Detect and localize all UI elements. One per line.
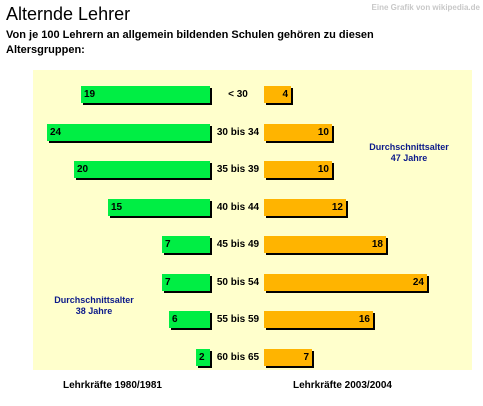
bar-2003 bbox=[264, 86, 291, 103]
value-label-2003: 18 bbox=[371, 239, 383, 250]
bar-1980 bbox=[74, 161, 210, 178]
chart-panel: 19 < 30 4 24 30 bis 34 10 20 35 bis 39 10 15 40 bi… bbox=[33, 70, 472, 370]
age-group-label: 30 bis 34 bbox=[216, 127, 260, 138]
value-label-1980: 2 bbox=[199, 352, 205, 363]
bar-2003 bbox=[264, 236, 386, 253]
bar-1980 bbox=[47, 124, 210, 141]
right-series-label: Lehrkräfte 2003/2004 bbox=[293, 380, 392, 391]
age-group-label: 60 bis 65 bbox=[216, 352, 260, 363]
bar-1980 bbox=[81, 86, 210, 103]
bar-1980 bbox=[169, 311, 210, 328]
value-label-2003: 12 bbox=[331, 202, 343, 213]
bar-2003 bbox=[264, 199, 346, 216]
value-label-1980: 7 bbox=[165, 277, 171, 288]
value-label-2003: 24 bbox=[412, 277, 424, 288]
age-group-label: 50 bis 54 bbox=[216, 277, 260, 288]
bar-1980 bbox=[196, 349, 210, 366]
value-label-1980: 15 bbox=[111, 202, 123, 213]
age-group-label: < 30 bbox=[228, 89, 248, 100]
value-label-2003: 10 bbox=[317, 164, 329, 175]
value-label-2003: 10 bbox=[317, 127, 329, 138]
bar-1980 bbox=[108, 199, 210, 216]
page-title: Alternde Lehrer bbox=[6, 4, 131, 24]
bar-2003 bbox=[264, 349, 312, 366]
age-group-label: 55 bis 59 bbox=[216, 314, 260, 325]
right-average-label: Durchschnittsalter bbox=[369, 142, 449, 152]
bar-2003 bbox=[264, 274, 427, 291]
right-average-annotation: Durchschnittsalter 47 Jahre bbox=[351, 142, 467, 164]
source-credit: Eine Grafik von wikipedia.de bbox=[371, 3, 480, 12]
value-label-1980: 24 bbox=[50, 127, 62, 138]
value-label-2003: 7 bbox=[303, 352, 309, 363]
age-group-label: 35 bis 39 bbox=[216, 164, 260, 175]
bar-1980 bbox=[162, 236, 210, 253]
left-average-annotation: Durchschnittsalter 38 Jahre bbox=[35, 295, 153, 317]
value-label-1980: 6 bbox=[172, 314, 178, 325]
left-average-label: Durchschnittsalter bbox=[54, 295, 134, 305]
value-label-1980: 19 bbox=[84, 89, 96, 100]
bar-2003 bbox=[264, 161, 332, 178]
value-label-2003: 4 bbox=[282, 89, 288, 100]
left-series-label: Lehrkräfte 1980/1981 bbox=[63, 380, 162, 391]
value-label-1980: 20 bbox=[77, 164, 89, 175]
chart-subtitle: Von je 100 Lehrern an allgemein bildende… bbox=[6, 29, 374, 56]
age-group-label: 40 bis 44 bbox=[216, 202, 260, 213]
right-average-value: 47 Jahre bbox=[390, 153, 428, 163]
bar-2003 bbox=[264, 311, 373, 328]
value-label-2003: 16 bbox=[358, 314, 370, 325]
bar-1980 bbox=[162, 274, 210, 291]
age-group-label: 45 bis 49 bbox=[216, 239, 260, 250]
bar-2003 bbox=[264, 124, 332, 141]
value-label-1980: 7 bbox=[165, 239, 171, 250]
left-average-value: 38 Jahre bbox=[75, 306, 113, 316]
